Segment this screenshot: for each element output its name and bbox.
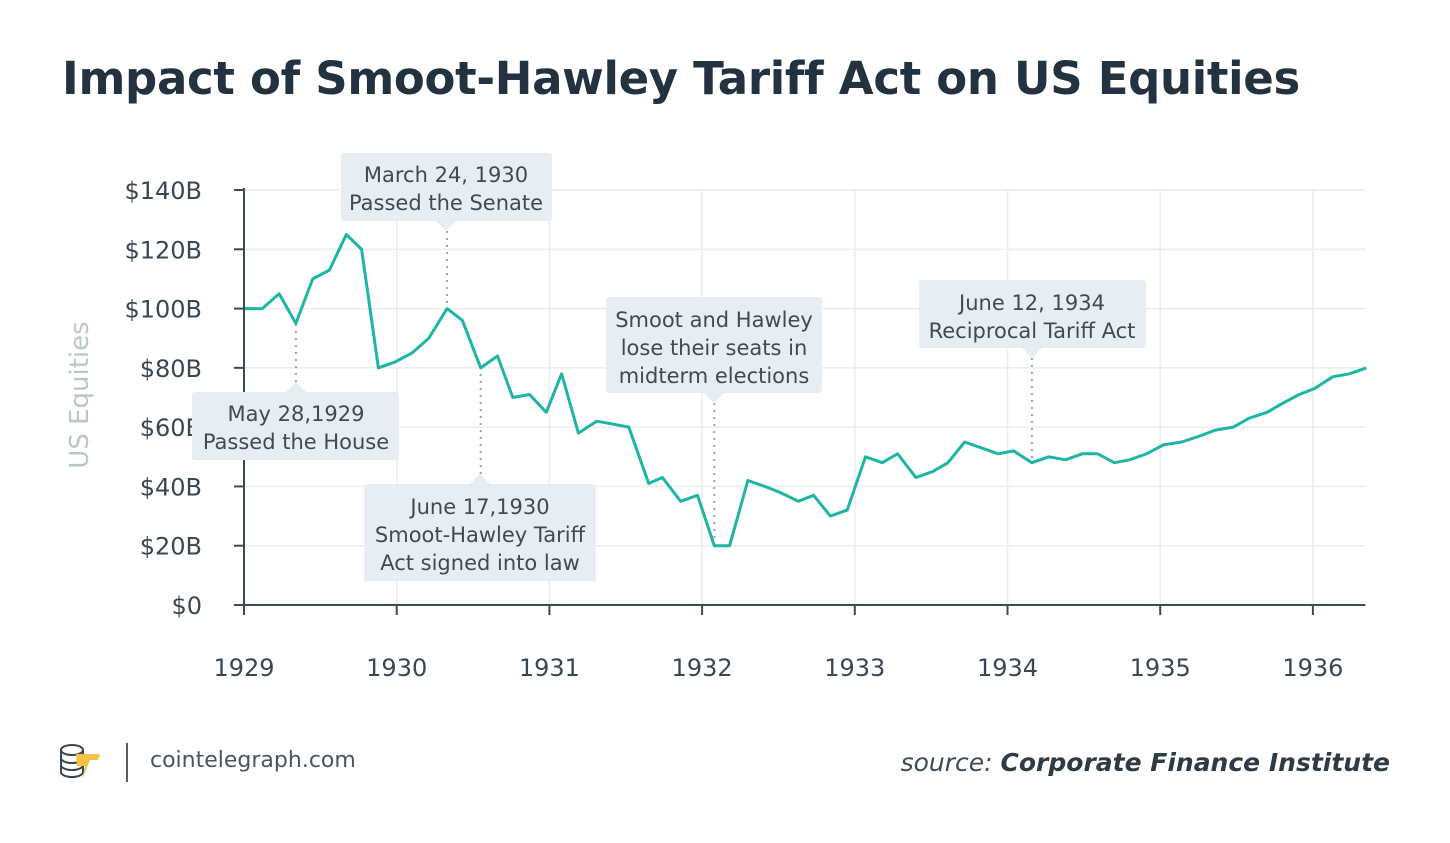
x-tick-label: 1934 xyxy=(977,654,1038,682)
annotation-text: Smoot and Hawley xyxy=(615,308,813,332)
source-name: Corporate Finance Institute xyxy=(1000,748,1390,777)
annotation-text: May 28,1929 xyxy=(228,402,365,426)
y-axis-label: US Equities xyxy=(65,321,95,468)
data-points xyxy=(243,234,1367,546)
y-tick-label: $100B xyxy=(124,296,202,324)
annotation-senate: March 24, 1930 Passed the Senate xyxy=(341,153,552,231)
series-line xyxy=(244,233,1367,548)
source-prefix: source: xyxy=(900,748,993,777)
y-tick-label: $120B xyxy=(124,236,202,264)
x-tick-label: 1929 xyxy=(213,654,274,682)
annotation-text: Act signed into law xyxy=(380,551,580,575)
y-tick-label: $40B xyxy=(140,473,202,501)
annotation-text: Passed the House xyxy=(203,430,389,454)
site-name: cointelegraph.com xyxy=(150,748,356,773)
y-tick-label: $60B xyxy=(140,414,202,442)
annotation-house: May 28,1929 Passed the House xyxy=(192,382,399,460)
annotation-text: midterm elections xyxy=(619,364,810,388)
x-tick-label: 1936 xyxy=(1282,654,1343,682)
annotation-midterm: Smoot and Hawley lose their seats in mid… xyxy=(606,297,822,403)
annotation-text: June 12, 1934 xyxy=(957,291,1105,315)
y-tick-label: $140B xyxy=(124,177,202,205)
y-tick-label: $0 xyxy=(171,592,202,620)
annotation-leaders xyxy=(294,231,1033,546)
annotation-text: lose their seats in xyxy=(621,336,808,360)
y-tick-label: $80B xyxy=(140,355,202,383)
annotation-reciprocal: June 12, 1934 Reciprocal Tariff Act xyxy=(919,280,1146,358)
annotation-text: June 17,1930 xyxy=(408,495,549,519)
x-tick-label: 1931 xyxy=(519,654,580,682)
annotation-text: March 24, 1930 xyxy=(364,163,528,187)
x-tick-label: 1932 xyxy=(672,654,733,682)
annotation-text: Smoot-Hawley Tariff xyxy=(375,523,586,547)
x-tick-label: 1935 xyxy=(1130,654,1191,682)
chart-title: Impact of Smoot-Hawley Tariff Act on US … xyxy=(62,52,1300,105)
y-tick-label: $20B xyxy=(140,533,202,561)
annotation-signed: June 17,1930 Smoot-Hawley Tariff Act sig… xyxy=(364,474,596,581)
annotation-text: Passed the Senate xyxy=(349,191,543,215)
source-credit: source: Corporate Finance Institute xyxy=(901,748,1390,777)
x-tick-label: 1930 xyxy=(366,654,427,682)
cointelegraph-logo-icon xyxy=(60,744,100,780)
x-tick-label: 1933 xyxy=(824,654,885,682)
annotation-text: Reciprocal Tariff Act xyxy=(929,319,1136,343)
grid xyxy=(244,189,1366,605)
ticks: $0 $20B $40B $60B $80B $100B $120B $140B 1929 193… xyxy=(124,177,1343,682)
